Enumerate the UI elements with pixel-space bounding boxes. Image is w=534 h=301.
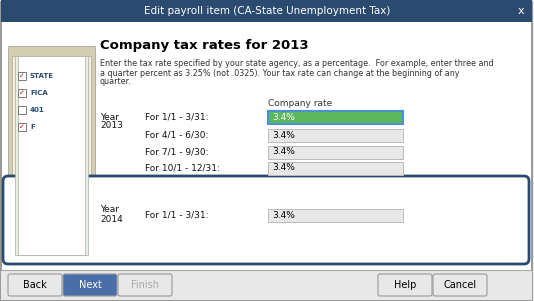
Text: ✓: ✓	[19, 90, 25, 96]
Text: For 4/1 - 6/30:: For 4/1 - 6/30:	[145, 131, 208, 139]
FancyBboxPatch shape	[268, 162, 403, 175]
FancyBboxPatch shape	[268, 110, 403, 123]
Text: 3.4%: 3.4%	[272, 113, 295, 122]
Text: 2014: 2014	[100, 215, 123, 224]
Text: ✓: ✓	[19, 73, 25, 79]
Bar	[18, 56, 85, 255]
FancyBboxPatch shape	[3, 176, 529, 264]
FancyBboxPatch shape	[63, 274, 117, 296]
Bar	[18, 89, 26, 97]
Bar	[12, 56, 91, 255]
Text: ✓: ✓	[19, 124, 25, 130]
Text: For 7/1 - 9/30:: For 7/1 - 9/30:	[145, 147, 208, 157]
FancyBboxPatch shape	[118, 274, 172, 296]
Bar	[18, 72, 26, 80]
Bar	[18, 106, 26, 114]
Text: STATE: STATE	[30, 73, 54, 79]
Text: Finish: Finish	[131, 280, 159, 290]
Text: 3.4%: 3.4%	[272, 163, 295, 172]
Text: F: F	[30, 124, 35, 130]
FancyBboxPatch shape	[433, 274, 487, 296]
Text: Back: Back	[23, 280, 47, 290]
Text: Cancel: Cancel	[443, 280, 476, 290]
Text: 3.4%: 3.4%	[272, 147, 295, 157]
Text: 401: 401	[30, 107, 45, 113]
Text: Company rate: Company rate	[268, 98, 332, 107]
Text: Next: Next	[78, 280, 101, 290]
Bar	[15, 56, 88, 255]
Text: Year: Year	[100, 113, 119, 122]
Text: Enter the tax rate specified by your state agency, as a percentage.  For example: Enter the tax rate specified by your sta…	[100, 60, 493, 69]
Text: 3.4%: 3.4%	[272, 210, 295, 219]
Bar	[18, 123, 26, 131]
Bar	[1, 270, 532, 300]
Text: Year: Year	[100, 204, 119, 213]
Text: For 10/1 - 12/31:: For 10/1 - 12/31:	[145, 163, 220, 172]
FancyBboxPatch shape	[8, 274, 62, 296]
Text: 2013: 2013	[100, 122, 123, 131]
Text: FICA: FICA	[30, 90, 48, 96]
Text: Help: Help	[394, 280, 416, 290]
FancyBboxPatch shape	[268, 129, 403, 141]
Text: For 1/1 - 3/31:: For 1/1 - 3/31:	[145, 210, 208, 219]
Bar	[1, 0, 532, 22]
Text: x: x	[517, 6, 524, 16]
Text: 3.4%: 3.4%	[272, 131, 295, 139]
FancyBboxPatch shape	[378, 274, 432, 296]
Text: For 1/1 - 3/31:: For 1/1 - 3/31:	[145, 113, 208, 122]
FancyBboxPatch shape	[268, 209, 403, 222]
Text: Company tax rates for 2013: Company tax rates for 2013	[100, 39, 309, 52]
Text: Edit payroll item (CA-State Unemployment Tax): Edit payroll item (CA-State Unemployment…	[144, 6, 390, 16]
Bar	[8, 46, 95, 259]
Text: quarter.: quarter.	[100, 77, 132, 86]
Text: a quarter percent as 3.25% (not .0325). Your tax rate can change at the beginnin: a quarter percent as 3.25% (not .0325). …	[100, 69, 459, 77]
FancyBboxPatch shape	[268, 145, 403, 159]
